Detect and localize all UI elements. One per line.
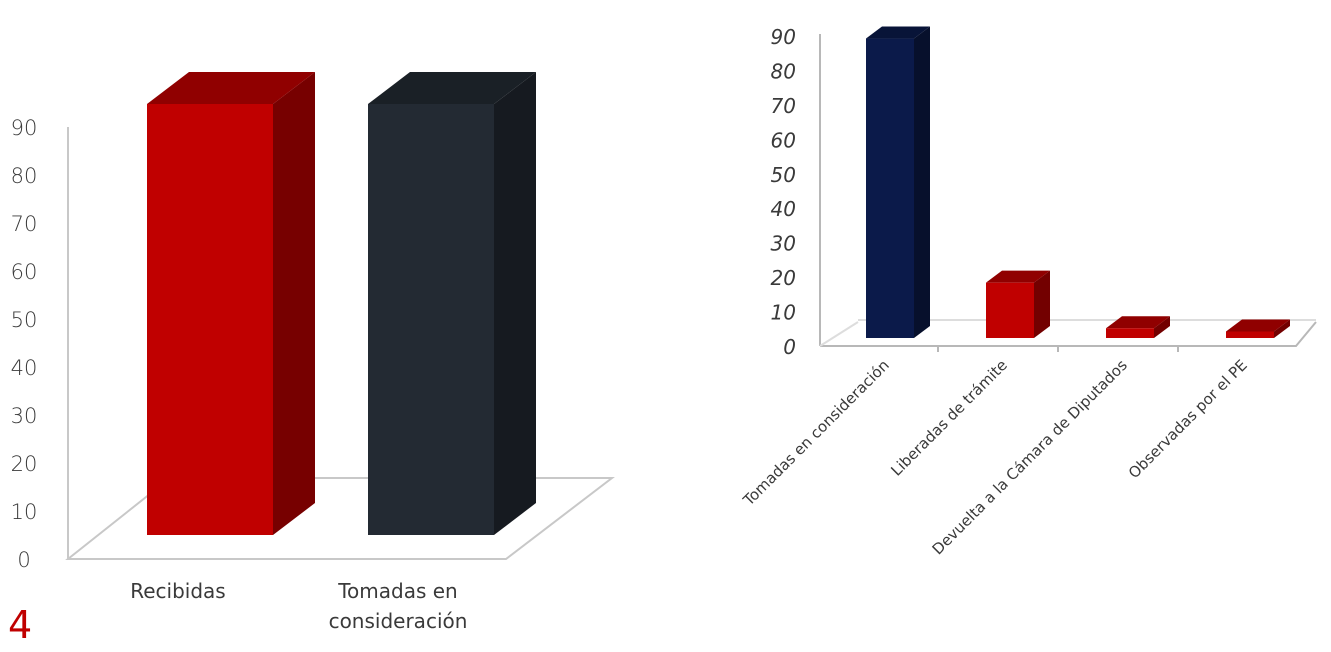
bar-side xyxy=(1034,270,1050,338)
y-tick-label: 80 xyxy=(11,164,38,188)
bar xyxy=(1106,328,1154,338)
y-tick-label: 80 xyxy=(771,59,796,83)
x-category-label: Recibidas xyxy=(130,579,225,603)
bar-top xyxy=(1226,319,1290,332)
y-tick-label: 40 xyxy=(11,356,38,380)
x-category-label: Devuelta a la Cámara de Diputados xyxy=(929,356,1131,558)
bar-top xyxy=(368,72,536,104)
bar-top xyxy=(1106,316,1170,329)
y-tick-label: 10 xyxy=(11,500,38,524)
y-tick-label: 50 xyxy=(11,308,38,332)
page-number: 4 xyxy=(8,603,33,647)
floor-edge xyxy=(819,321,859,347)
bar xyxy=(147,104,273,535)
chart-recibidas: 0 10 20 30 40 50 60 70 80 90 Recibidas Tomadas en co… xyxy=(11,72,615,633)
bar-side xyxy=(1274,319,1290,338)
bar-top xyxy=(147,72,315,104)
y-tick-label: 30 xyxy=(11,404,38,428)
bar-side xyxy=(494,72,536,535)
bar-side xyxy=(273,72,315,535)
bar xyxy=(986,282,1034,338)
y-tick-label: 70 xyxy=(11,212,38,236)
y-tick-label: 90 xyxy=(771,25,796,49)
bar xyxy=(866,38,914,338)
bar-top xyxy=(986,270,1050,283)
bar xyxy=(1226,331,1274,338)
y-tick-label: 40 xyxy=(771,197,796,221)
y-tick-label: 30 xyxy=(771,232,796,256)
y-tick-label: 50 xyxy=(771,163,796,187)
bar-side xyxy=(1154,316,1170,338)
y-tick-label: 10 xyxy=(771,301,796,325)
bar-top xyxy=(866,26,930,39)
y-tick-label: 60 xyxy=(11,260,38,284)
x-category-label: Observadas por el PE xyxy=(1125,356,1251,482)
x-category-label: Tomadas en consideración xyxy=(329,579,468,633)
y-tick-label: 0 xyxy=(783,335,796,359)
y-tick-label: 90 xyxy=(11,116,38,140)
bar xyxy=(368,104,494,535)
y-tick-label: 60 xyxy=(771,128,796,152)
y-tick-label: 20 xyxy=(11,452,38,476)
x-category-label: Liberadas de trámite xyxy=(887,356,1010,479)
y-tick-label: 70 xyxy=(771,94,796,118)
bar-side xyxy=(914,26,930,338)
x-category-label: Tomadas en consideración xyxy=(739,356,893,510)
y-tick-label: 0 xyxy=(17,548,30,572)
x-axis-line xyxy=(820,321,1317,347)
y-tick-label: 20 xyxy=(771,266,796,290)
